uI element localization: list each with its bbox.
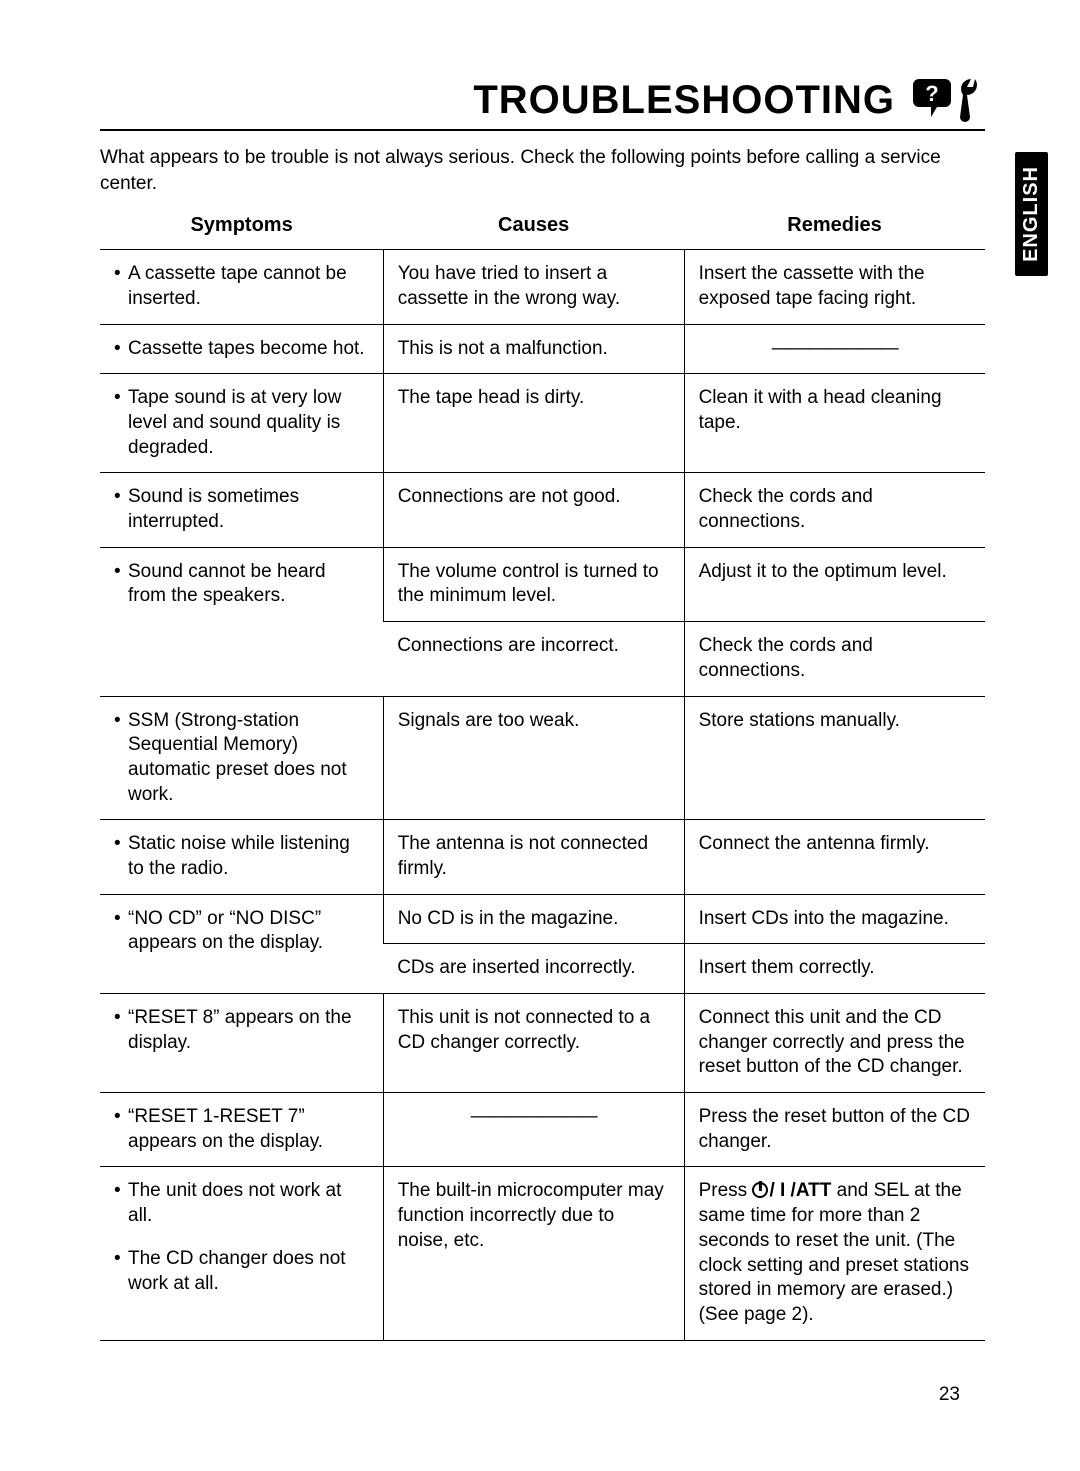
intro-text: What appears to be trouble is not always…: [100, 145, 985, 196]
remedy-att: / I /ATT: [769, 1180, 831, 1201]
table-body: •A cassette tape cannot be inserted. You…: [100, 250, 985, 1340]
remedy-text: Press / I /ATT and SEL at the same time …: [684, 1167, 985, 1340]
language-tab: ENGLISH: [1015, 152, 1048, 276]
symptom-text: The unit does not work at all.: [128, 1179, 369, 1228]
cause-text: Signals are too weak.: [383, 696, 684, 820]
remedy-suffix: and SEL at the same time for more than 2…: [699, 1180, 969, 1324]
cause-text: Connections are not good.: [383, 473, 684, 547]
cause-text: The tape head is dirty.: [383, 374, 684, 473]
remedy-text: Insert the cassette with the exposed tap…: [684, 250, 985, 324]
title-row: TROUBLESHOOTING ?: [100, 75, 985, 131]
table-row: •“NO CD” or “NO DISC” appears on the dis…: [100, 894, 985, 944]
cause-text: This is not a malfunction.: [383, 324, 684, 374]
symptom-text: “RESET 8” appears on the display.: [128, 1006, 369, 1055]
table-row: •“RESET 8” appears on the display. This …: [100, 994, 985, 1093]
troubleshoot-table: Symptoms Causes Remedies •A cassette tap…: [100, 204, 985, 1340]
cause-text: This unit is not connected to a CD chang…: [383, 994, 684, 1093]
page-number: 23: [939, 1384, 960, 1406]
table-row: •The unit does not work at all. •The CD …: [100, 1167, 985, 1340]
symptom-text: SSM (Strong-station Sequential Memory) a…: [128, 709, 369, 808]
remedy-text: Clean it with a head cleaning tape.: [684, 374, 985, 473]
symptom-text: Sound is sometimes interrupted.: [128, 485, 369, 534]
table-row: •Static noise while listening to the rad…: [100, 820, 985, 894]
table-row: •A cassette tape cannot be inserted. You…: [100, 250, 985, 324]
remedy-text: Press the reset button of the CD changer…: [684, 1093, 985, 1167]
table-row: •Sound is sometimes interrupted. Connect…: [100, 473, 985, 547]
symptom-text: Sound cannot be heard from the speakers.: [128, 560, 369, 609]
table-row: •Cassette tapes become hot. This is not …: [100, 324, 985, 374]
symptom-text: The CD changer does not work at all.: [128, 1247, 369, 1296]
cause-text: The volume control is turned to the mini…: [383, 547, 684, 621]
troubleshoot-icon: ?: [913, 75, 985, 125]
table-row: •“RESET 1-RESET 7” appears on the displa…: [100, 1093, 985, 1167]
symptom-text: A cassette tape cannot be inserted.: [128, 262, 369, 311]
symptom-text: “RESET 1-RESET 7” appears on the display…: [128, 1105, 369, 1154]
cause-dash: ———————: [383, 1093, 684, 1167]
remedy-text: Insert CDs into the magazine.: [684, 894, 985, 944]
remedy-text: Insert them correctly.: [684, 944, 985, 994]
remedy-text: Connect the antenna firmly.: [684, 820, 985, 894]
remedy-text: Check the cords and connections.: [684, 622, 985, 696]
remedy-dash: ———————: [684, 324, 985, 374]
table-header-row: Symptoms Causes Remedies: [100, 204, 985, 250]
symptom-text: “NO CD” or “NO DISC” appears on the disp…: [128, 907, 369, 956]
page-root: TROUBLESHOOTING ? What appears to be tro…: [0, 0, 1080, 1471]
remedy-prefix: Press: [699, 1180, 753, 1201]
language-tab-label: ENGLISH: [1020, 166, 1043, 262]
page-title: TROUBLESHOOTING: [473, 78, 895, 123]
remedy-text: Connect this unit and the CD changer cor…: [684, 994, 985, 1093]
remedy-text: Check the cords and connections.: [684, 473, 985, 547]
cause-text: The antenna is not connected firmly.: [383, 820, 684, 894]
cause-text: You have tried to insert a cassette in t…: [383, 250, 684, 324]
symptom-text: Tape sound is at very low level and soun…: [128, 386, 369, 460]
power-icon: [752, 1182, 768, 1198]
table-row: •SSM (Strong-station Sequential Memory) …: [100, 696, 985, 820]
cause-text: No CD is in the magazine.: [383, 894, 684, 944]
remedy-text: Adjust it to the optimum level.: [684, 547, 985, 621]
svg-text:?: ?: [925, 81, 938, 106]
symptom-text: Static noise while listening to the radi…: [128, 832, 369, 881]
symptom-text: Cassette tapes become hot.: [128, 337, 369, 362]
cause-text: CDs are inserted incorrectly.: [383, 944, 684, 994]
col-remedies: Remedies: [684, 204, 985, 250]
table-row: •Sound cannot be heard from the speakers…: [100, 547, 985, 621]
col-causes: Causes: [383, 204, 684, 250]
table-row: •Tape sound is at very low level and sou…: [100, 374, 985, 473]
col-symptoms: Symptoms: [100, 204, 383, 250]
remedy-text: Store stations manually.: [684, 696, 985, 820]
cause-text: Connections are incorrect.: [383, 622, 684, 696]
cause-text: The built-in microcomputer may function …: [383, 1167, 684, 1340]
